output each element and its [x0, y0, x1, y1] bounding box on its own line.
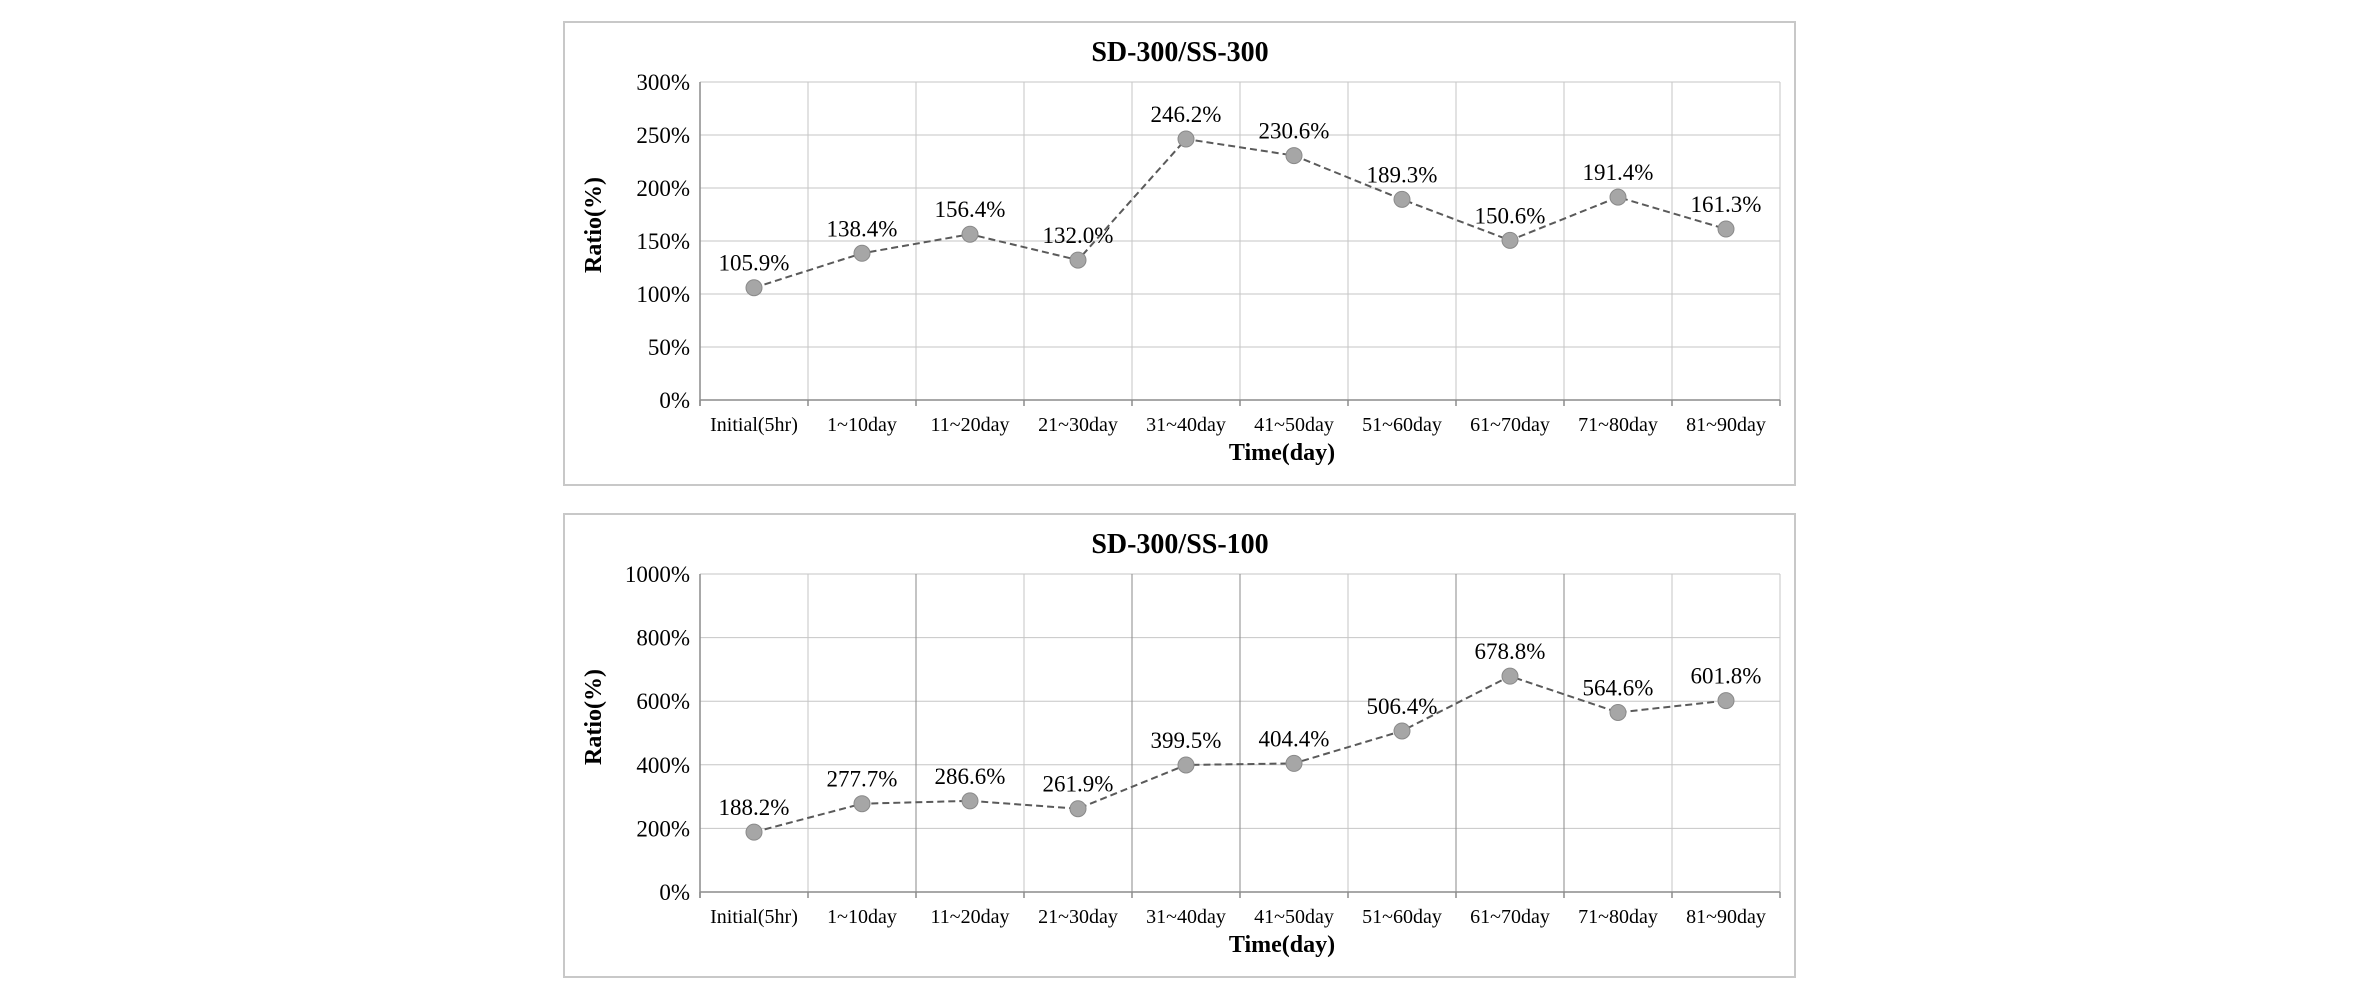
x-tick-label: 1~10day: [827, 906, 897, 928]
data-label: 161.3%: [1691, 192, 1762, 217]
data-label: 191.4%: [1583, 160, 1654, 185]
data-point: [853, 244, 871, 262]
x-tick-label: 11~20day: [931, 414, 1010, 436]
y-tick-label: 200%: [636, 176, 690, 201]
data-point: [1069, 800, 1087, 818]
data-label: 601.8%: [1691, 664, 1762, 689]
data-point: [961, 792, 979, 810]
data-label: 399.5%: [1151, 728, 1222, 753]
data-point: [1285, 147, 1303, 165]
data-label: 230.6%: [1259, 119, 1330, 144]
data-label: 678.8%: [1475, 639, 1546, 664]
data-point: [745, 823, 763, 841]
x-tick-label: 51~60day: [1362, 906, 1442, 928]
x-tick-label: 51~60day: [1362, 414, 1442, 436]
data-label: 156.4%: [935, 197, 1006, 222]
x-tick-label: 81~90day: [1686, 906, 1766, 928]
chart-panel-sd300-ss300: SD-300/SS-300 Ratio(%) Time(day) 0% 50% 10…: [563, 21, 1796, 486]
y-tick-label: 100%: [636, 282, 690, 307]
x-tick-label: 31~40day: [1146, 906, 1226, 928]
x-tick-label: 81~90day: [1686, 414, 1766, 436]
chart-svg-sd300-ss100: SD-300/SS-100 Ratio(%) Time(day) 0% 200% 4…: [581, 529, 1781, 958]
x-tick-label: 41~50day: [1254, 906, 1334, 928]
x-tick-label: 71~80day: [1578, 414, 1658, 436]
y-tick-label: 400%: [636, 753, 690, 778]
data-point: [1717, 692, 1735, 710]
y-axis-title: Ratio(%): [581, 177, 607, 273]
data-label: 564.6%: [1583, 675, 1654, 700]
x-tick-label: 71~80day: [1578, 906, 1658, 928]
data-point: [1393, 722, 1411, 740]
data-point: [1177, 130, 1195, 148]
y-tick-label: 600%: [636, 689, 690, 714]
data-point: [1717, 220, 1735, 238]
data-label: 105.9%: [719, 251, 790, 276]
data-point: [745, 279, 763, 297]
x-tick-label: 31~40day: [1146, 414, 1226, 436]
x-tick-label: 11~20day: [931, 906, 1010, 928]
y-tick-label: 1000%: [625, 562, 690, 587]
series-line: [753, 675, 1727, 834]
data-label: 132.0%: [1043, 223, 1114, 248]
data-label: 277.7%: [827, 767, 898, 792]
data-label: 246.2%: [1151, 102, 1222, 127]
y-tick-label: 50%: [648, 335, 690, 360]
data-point: [1069, 251, 1087, 269]
plot-area: 0% 50% 100% 150% 200% 250% 300% Initial(5hr) 1~1…: [636, 70, 1781, 436]
data-point: [1501, 667, 1519, 685]
y-tick-label: 800%: [636, 626, 690, 651]
x-tick-label: Initial(5hr): [710, 906, 798, 928]
x-tick-label: Initial(5hr): [710, 414, 798, 436]
data-label: 150.6%: [1475, 203, 1546, 228]
x-axis-title: Time(day): [1229, 932, 1335, 958]
data-point: [1177, 756, 1195, 774]
data-point: [853, 795, 871, 813]
chart-panel-sd300-ss100: SD-300/SS-100 Ratio(%) Time(day) 0% 200% 4…: [563, 513, 1796, 978]
chart-title: SD-300/SS-100: [1091, 529, 1268, 560]
y-tick-label: 200%: [636, 816, 690, 841]
chart-svg-sd300-ss300: SD-300/SS-300 Ratio(%) Time(day) 0% 50% 10…: [581, 37, 1781, 466]
data-label: 138.4%: [827, 216, 898, 241]
x-tick-label: 61~70day: [1470, 906, 1550, 928]
x-axis-title: Time(day): [1229, 440, 1335, 466]
data-point: [1393, 190, 1411, 208]
x-tick-label: 41~50day: [1254, 414, 1334, 436]
data-point: [961, 225, 979, 243]
data-point: [1609, 703, 1627, 721]
x-tick-label: 61~70day: [1470, 414, 1550, 436]
data-label: 506.4%: [1367, 694, 1438, 719]
data-point: [1285, 754, 1303, 772]
data-label: 261.9%: [1043, 772, 1114, 797]
data-label: 286.6%: [935, 764, 1006, 789]
y-tick-label: 0%: [659, 880, 690, 905]
y-tick-label: 300%: [636, 70, 690, 95]
y-axis-title: Ratio(%): [581, 669, 607, 765]
plot-area: 0% 200% 400% 600% 800% 1000% Initial(5hr) 1~10d…: [625, 562, 1781, 928]
data-label: 404.4%: [1259, 726, 1330, 751]
data-label: 189.3%: [1367, 162, 1438, 187]
y-tick-label: 150%: [636, 229, 690, 254]
series-line: [753, 137, 1727, 289]
data-label: 188.2%: [719, 795, 790, 820]
y-tick-label: 250%: [636, 123, 690, 148]
data-point: [1609, 188, 1627, 206]
y-tick-label: 0%: [659, 388, 690, 413]
x-tick-label: 1~10day: [827, 414, 897, 436]
chart-title: SD-300/SS-300: [1091, 37, 1268, 68]
x-tick-label: 21~30day: [1038, 414, 1118, 436]
x-tick-label: 21~30day: [1038, 906, 1118, 928]
data-point: [1501, 231, 1519, 249]
